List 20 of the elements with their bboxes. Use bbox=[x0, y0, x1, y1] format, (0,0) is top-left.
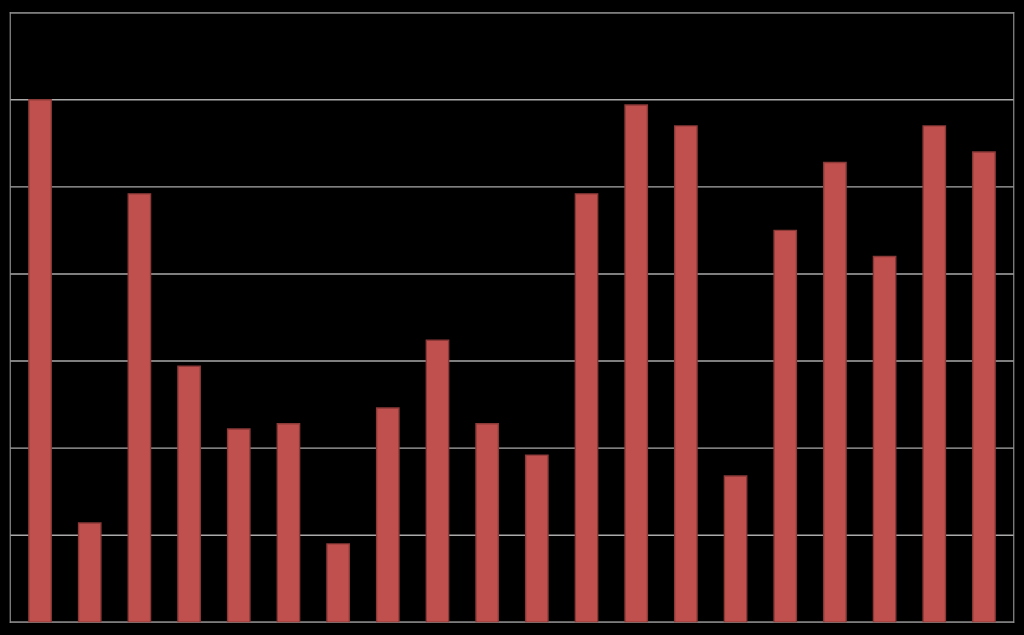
bar bbox=[723, 475, 748, 623]
bar bbox=[77, 522, 102, 623]
bar bbox=[177, 365, 201, 623]
bar bbox=[773, 229, 798, 623]
bar bbox=[823, 161, 847, 623]
bar bbox=[425, 339, 450, 623]
bar bbox=[375, 407, 400, 623]
bar bbox=[28, 99, 52, 623]
bar bbox=[574, 193, 599, 623]
bar bbox=[226, 428, 251, 623]
bar bbox=[922, 125, 947, 623]
bar bbox=[276, 423, 301, 623]
bar bbox=[872, 255, 897, 623]
bar bbox=[624, 104, 649, 623]
bar bbox=[326, 543, 350, 623]
bar bbox=[674, 125, 698, 623]
bar bbox=[972, 151, 996, 623]
bar bbox=[475, 423, 500, 623]
bar bbox=[524, 454, 549, 623]
bar bbox=[127, 193, 152, 623]
